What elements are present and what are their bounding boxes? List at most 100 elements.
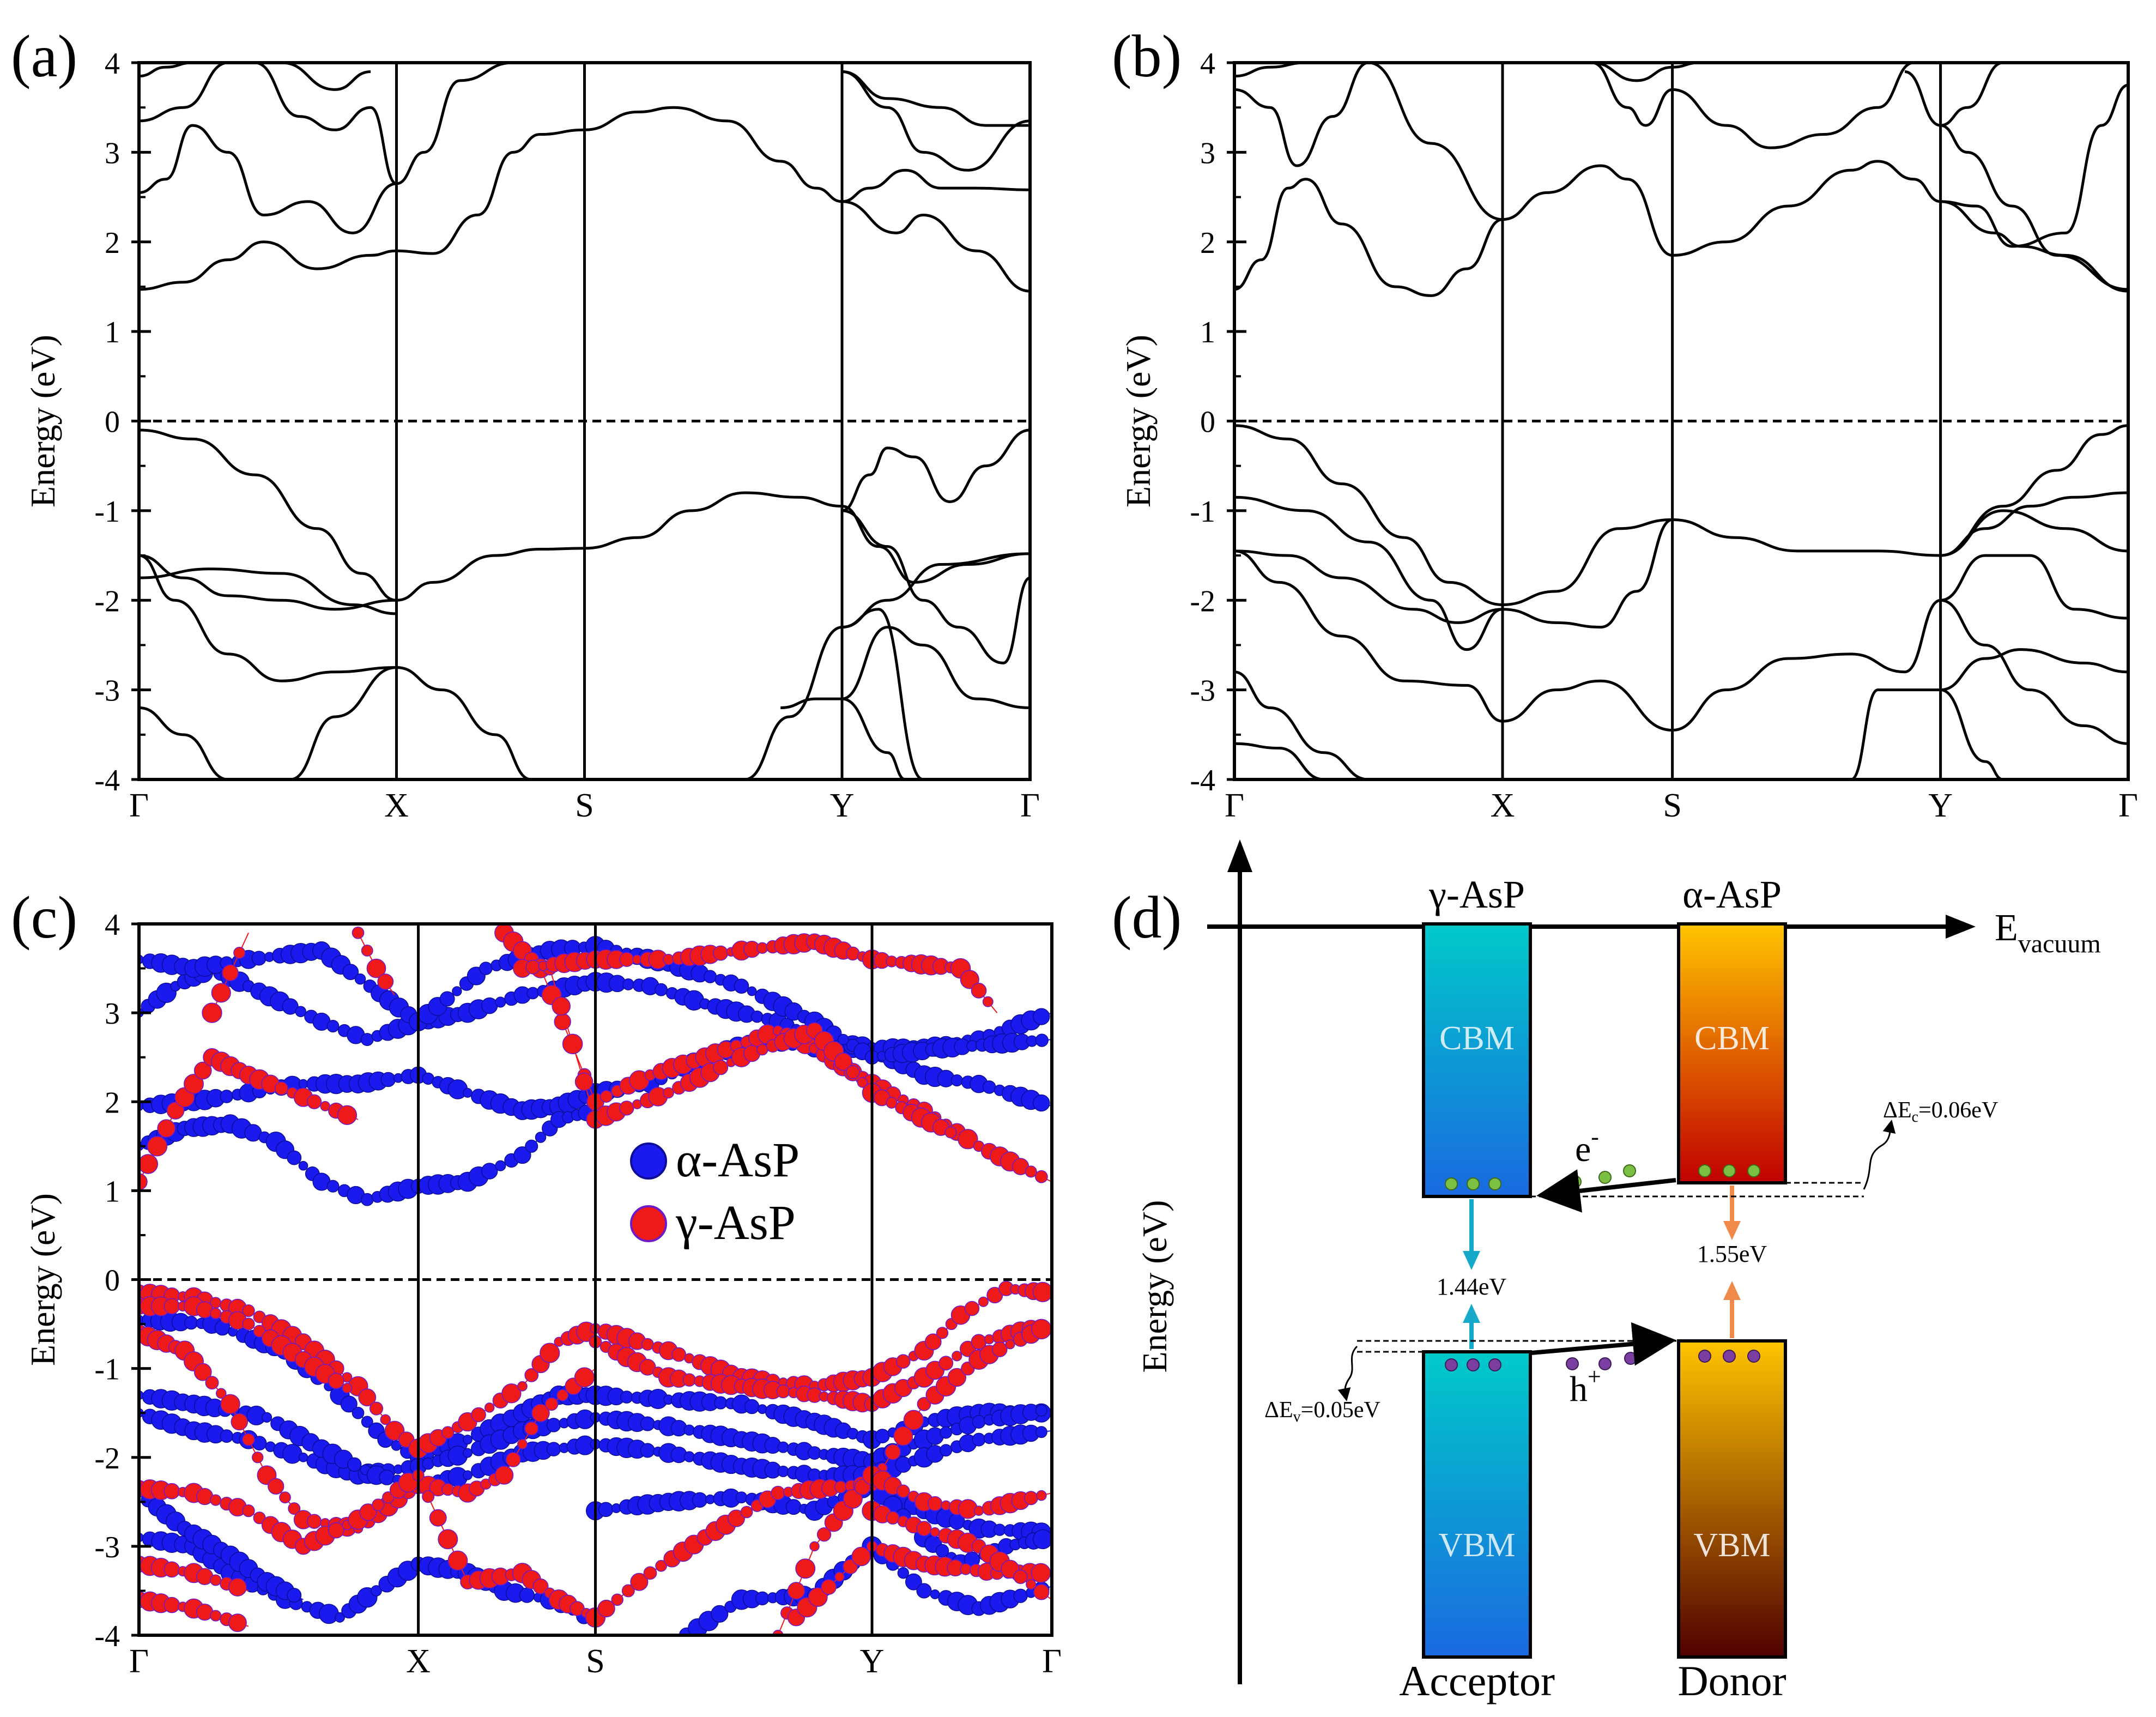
y-tick-label: 1 bbox=[105, 316, 120, 349]
y-tick-label: -1 bbox=[94, 1353, 120, 1387]
gamma-asp-weight-dot bbox=[927, 1496, 943, 1512]
gamma-asp-weight-dot bbox=[554, 1013, 571, 1031]
legend-marker-alpha bbox=[630, 1142, 667, 1180]
y-tick-label: -3 bbox=[1190, 674, 1215, 708]
alpha-asp-weight-dot bbox=[298, 1079, 308, 1089]
band-line bbox=[139, 706, 228, 779]
donor-gap-arrowhead-down bbox=[1723, 1221, 1741, 1240]
gamma-asp-weight-dot bbox=[447, 1550, 468, 1571]
gamma-asp-weight-dot bbox=[220, 1394, 240, 1414]
y-axis-label: Energy (eV) bbox=[23, 1193, 62, 1366]
band-alignment-panel-d: (d) Energy (eV) Evacuum γ-AsP α-AsP CBM … bbox=[1112, 839, 2101, 1704]
acceptor-conduction-band bbox=[1422, 922, 1532, 1198]
gamma-asp-weight-dot bbox=[242, 1304, 255, 1317]
gamma-asp-weight-dot bbox=[438, 1529, 458, 1550]
band-line bbox=[841, 70, 1030, 127]
gamma-asp-weight-dot bbox=[978, 1296, 989, 1307]
transfer-holes bbox=[1566, 1352, 1637, 1370]
band-line bbox=[1502, 598, 1941, 732]
alpha-asp-weight-dot bbox=[1013, 1588, 1028, 1603]
gamma-asp-weight-dot bbox=[359, 1503, 377, 1521]
plot-area-b bbox=[1234, 63, 2128, 779]
gamma-asp-weight-dot bbox=[193, 1363, 212, 1381]
band-line bbox=[1234, 549, 1503, 723]
plot-area-a bbox=[139, 63, 1030, 779]
alpha-asp-weight-dot bbox=[1035, 1404, 1047, 1417]
gamma-asp-weight-dot bbox=[552, 996, 571, 1016]
k-point-label: X bbox=[384, 787, 409, 824]
alpha-asp-weight-dot bbox=[683, 1451, 695, 1462]
gamma-asp-weight-dot bbox=[242, 1504, 255, 1518]
gamma-asp-weight-dot bbox=[342, 1382, 353, 1394]
gamma-asp-weight-dot bbox=[268, 1478, 284, 1495]
k-point-label: X bbox=[406, 1643, 431, 1680]
hole-dot bbox=[1698, 1350, 1711, 1363]
alpha-asp-weight-dot bbox=[360, 1033, 374, 1047]
gamma-asp-weight-dot bbox=[484, 1402, 495, 1413]
gamma-asp-weight-dot bbox=[944, 1126, 957, 1139]
gamma-asp-weight-dot bbox=[857, 1077, 868, 1088]
alpha-asp-weight-dot bbox=[347, 1457, 362, 1472]
gamma-asp-weight-dot bbox=[242, 1433, 255, 1446]
acceptor-gap-arrowhead-down bbox=[1463, 1251, 1480, 1270]
gamma-asp-weight-dot bbox=[1026, 1579, 1037, 1590]
alpha-asp-weight-dot bbox=[379, 1470, 395, 1485]
gamma-asp-weight-dot bbox=[210, 1307, 222, 1320]
gamma-asp-weight-dot bbox=[897, 1484, 910, 1498]
y-tick-label: 1 bbox=[105, 1175, 120, 1208]
gamma-asp-weight-dot bbox=[216, 1388, 227, 1399]
acceptor-valence-band bbox=[1422, 1350, 1532, 1659]
alpha-asp-weight-dot bbox=[360, 1193, 374, 1206]
electron-dot bbox=[1623, 1164, 1636, 1177]
k-point-label: Γ bbox=[1225, 787, 1244, 824]
y-tick-label: -1 bbox=[1190, 495, 1215, 529]
gamma-asp-weight-dot bbox=[854, 1479, 871, 1496]
y-tick-label: 3 bbox=[105, 997, 120, 1031]
alpha-asp-weight-dot bbox=[295, 1006, 306, 1018]
gamma-asp-weight-dot bbox=[471, 1407, 486, 1423]
gamma-asp-weight-dot bbox=[630, 1573, 649, 1591]
vacuum-arrowhead bbox=[1946, 915, 1976, 939]
gamma-asp-weight-dot bbox=[846, 1065, 860, 1079]
alpha-asp-weight-dot bbox=[298, 1452, 308, 1462]
band-line bbox=[255, 63, 513, 185]
gamma-asp-weight-dot bbox=[903, 1410, 924, 1430]
k-point-label: Γ bbox=[1042, 1643, 1062, 1680]
gamma-asp-weight-dot bbox=[274, 1081, 288, 1096]
gamma-asp-weight-dot bbox=[501, 1383, 522, 1404]
gamma-asp-weight-dot bbox=[655, 1559, 667, 1572]
gamma-asp-weight-dot bbox=[619, 1101, 634, 1116]
band-line bbox=[1234, 160, 2128, 297]
k-point-label: Γ bbox=[129, 787, 149, 824]
y-tick-label: 2 bbox=[105, 226, 120, 260]
gamma-asp-weight-dot bbox=[369, 1401, 384, 1416]
gamma-asp-weight-dot bbox=[787, 1582, 806, 1600]
k-point-label: Γ bbox=[129, 1643, 149, 1680]
gamma-asp-weight-dot bbox=[517, 1438, 528, 1449]
vacuum-label-main: E bbox=[1995, 907, 2018, 949]
y-tick-label: 0 bbox=[1200, 406, 1215, 439]
acceptor-cbm-label: CBM bbox=[1439, 1020, 1515, 1057]
gamma-asp-weight-dot bbox=[1031, 1319, 1052, 1340]
panel-label-a: (a) bbox=[11, 23, 77, 89]
gamma-asp-weight-dot bbox=[231, 1413, 248, 1431]
gamma-asp-weight-dot bbox=[210, 1494, 222, 1506]
gamma-asp-weight-dot bbox=[917, 1397, 931, 1411]
gamma-asp-weight-dot bbox=[441, 1483, 455, 1496]
gamma-asp-weight-dot bbox=[540, 1343, 560, 1363]
y-tick-label: 4 bbox=[105, 47, 120, 81]
y-tick-label: 2 bbox=[1200, 226, 1215, 260]
donor-cbm-label: CBM bbox=[1694, 1020, 1770, 1057]
delta-ev-prefix: ΔE bbox=[1264, 1398, 1293, 1423]
band-line bbox=[1234, 742, 1324, 779]
gamma-asp-weight-dot bbox=[252, 1452, 264, 1464]
gamma-asp-weight-dot bbox=[524, 1368, 539, 1382]
gamma-asp-weight-dot bbox=[505, 1452, 521, 1467]
alpha-asp-weight-dot bbox=[463, 1448, 473, 1458]
delta-ev-pointer bbox=[1337, 1345, 1358, 1401]
gamma-asp-weight-dot bbox=[366, 958, 386, 978]
band-line bbox=[1234, 63, 1369, 167]
alpha-asp-weight-dot bbox=[994, 1523, 1006, 1536]
gamma-asp-weight-dot bbox=[384, 1420, 405, 1441]
alpha-asp-weight-dot bbox=[655, 983, 668, 996]
